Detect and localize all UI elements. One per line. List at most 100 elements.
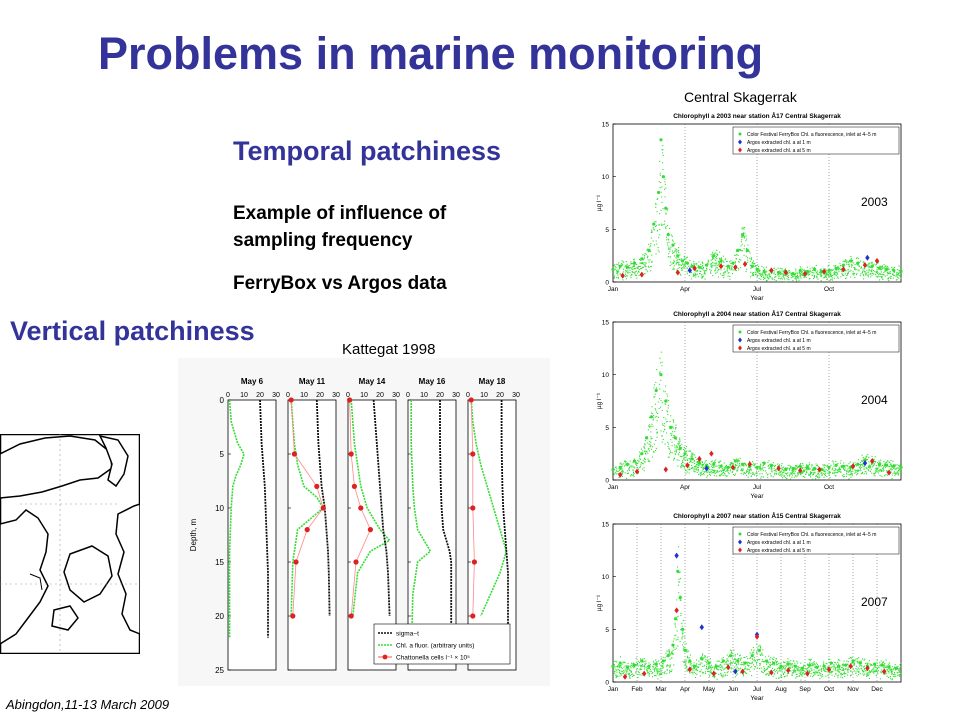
chart-title: Chlorophyll a 2004 near station Å17 Cent… [673, 309, 841, 318]
x-tick-label: 10 [240, 392, 248, 399]
ferrybox-point [611, 664, 615, 668]
year-label: 2007 [861, 595, 888, 609]
argos-5m-point [802, 270, 808, 277]
x-tick-label: Oct [824, 484, 834, 491]
y-tick-label: 20 [215, 612, 224, 621]
legend-label: Argos extracted chl. a at 1 m [747, 140, 811, 146]
chattonella-point [468, 397, 474, 403]
x-tick-label: Oct [824, 686, 834, 693]
ferrybox-point [678, 596, 682, 600]
x-tick-label: 0 [346, 392, 350, 399]
ferrybox-point [673, 617, 677, 621]
y-tick-label: 15 [602, 522, 610, 529]
legend-marker [382, 654, 388, 660]
legend-marker [738, 330, 742, 334]
chlorophyll-2004-chart: Chlorophyll a 2004 near station Å17 Cent… [596, 309, 903, 500]
x-tick-label: 0 [466, 392, 470, 399]
chattonella-point [470, 613, 476, 619]
ferrybox-point [873, 662, 877, 666]
slide-title: Problems in marine monitoring [98, 28, 764, 79]
x-tick-label: 0 [226, 392, 230, 399]
ferrybox-point [801, 666, 805, 670]
example-line-1: Example of influence of [233, 203, 447, 224]
legend-box [373, 623, 511, 665]
x-axis-label: Year [750, 493, 764, 500]
argos-5m-point [848, 663, 853, 670]
argos-5m-point [805, 670, 810, 677]
x-tick-label: 30 [392, 392, 400, 399]
ferrybox-vs-argos-text: FerryBox vs Argos data [233, 273, 447, 294]
y-tick-label: 25 [215, 666, 224, 675]
x-tick-label: Sep [799, 686, 811, 693]
argos-5m-point [718, 263, 724, 270]
legend-marker [738, 547, 742, 553]
sigma-t-line [500, 400, 509, 660]
vertical-patchiness-heading: Vertical patchiness [10, 316, 255, 346]
ferrybox-point [676, 254, 680, 258]
argos-5m-point [841, 266, 846, 273]
legend-label: Color Festival FerryBox Chl. a fluoresce… [747, 330, 876, 336]
example-text: Example of influence of sampling frequen… [233, 200, 533, 254]
y-tick-label: 0 [605, 478, 609, 485]
chattonella-point [353, 559, 359, 565]
chart-title: Chlorophyll a 2007 near station Å15 Cent… [673, 511, 841, 520]
y-tick-label: 5 [220, 450, 225, 459]
ferrybox-point [765, 659, 769, 663]
chattonella-point [304, 527, 310, 533]
x-tick-label: 30 [272, 392, 280, 399]
argos-5m-point [634, 468, 640, 475]
panel-date: May 14 [359, 377, 386, 386]
y-tick-label: 0 [220, 396, 225, 405]
ferrybox-point [899, 465, 903, 469]
chattonella-point [291, 451, 297, 457]
chattonella-point [314, 483, 320, 489]
legend-label: Color Festival FerryBox Chl. a fluoresce… [747, 532, 876, 538]
x-tick-label: 20 [316, 392, 324, 399]
argos-5m-point [865, 665, 870, 672]
legend-box [732, 324, 900, 353]
argos-5m-point [862, 262, 868, 269]
kattegat-caption: Kattegat 1998 [342, 341, 436, 358]
argos-5m-point [850, 463, 856, 470]
legend-marker [738, 147, 742, 153]
chlorophyll-2007-chart: Chlorophyll a 2007 near station Å15 Cent… [596, 511, 902, 702]
x-tick-label: Feb [631, 686, 643, 693]
chattonella-point [351, 483, 357, 489]
legend-marker [738, 139, 742, 145]
ferrybox-point [808, 663, 812, 667]
x-tick-label: Jul [753, 286, 762, 293]
argos-5m-point [622, 673, 628, 680]
chattonella-point [358, 505, 364, 511]
chattonella-point [367, 527, 373, 533]
argos-1m-point [674, 552, 679, 559]
y-tick-label: 0 [605, 280, 609, 287]
legend-label: Argos extracted chl. a at 1 m [747, 338, 811, 344]
legend-box [732, 526, 900, 555]
ferrybox-point [671, 643, 675, 647]
y-axis-label: Depth, m [189, 518, 198, 551]
x-tick-label: Jul [753, 686, 762, 693]
x-tick-label: 10 [420, 392, 428, 399]
y-tick-label: 0 [605, 680, 609, 687]
legend-marker [738, 539, 742, 545]
chl-fluor-line [350, 399, 391, 617]
panel-date: May 6 [241, 377, 264, 386]
kattegat-profile-chart: Depth, m 0 5 10 15 20 25 May 6 0 10 20 30 May 11 0 10 2… [178, 358, 550, 686]
ferrybox-point [729, 654, 733, 658]
ferrybox-point [661, 175, 665, 179]
sigma-t-line [315, 399, 331, 617]
x-axis-label: Year [750, 295, 764, 302]
ferrybox-point [681, 627, 685, 631]
argos-5m-point [826, 666, 832, 673]
legend-label: Argos extracted chl. a at 1 m [747, 540, 811, 546]
panel-date: May 11 [299, 377, 326, 386]
x-tick-label: Apr [680, 286, 691, 293]
chattonella-point [470, 451, 476, 457]
argos-5m-point [754, 633, 760, 640]
ferrybox-point [657, 190, 661, 195]
y-tick-label: 15 [602, 320, 610, 327]
ferrybox-point [659, 373, 663, 377]
ferrybox-series [611, 546, 902, 681]
x-tick-label: Apr [680, 484, 691, 491]
ferrybox-point [851, 659, 855, 663]
